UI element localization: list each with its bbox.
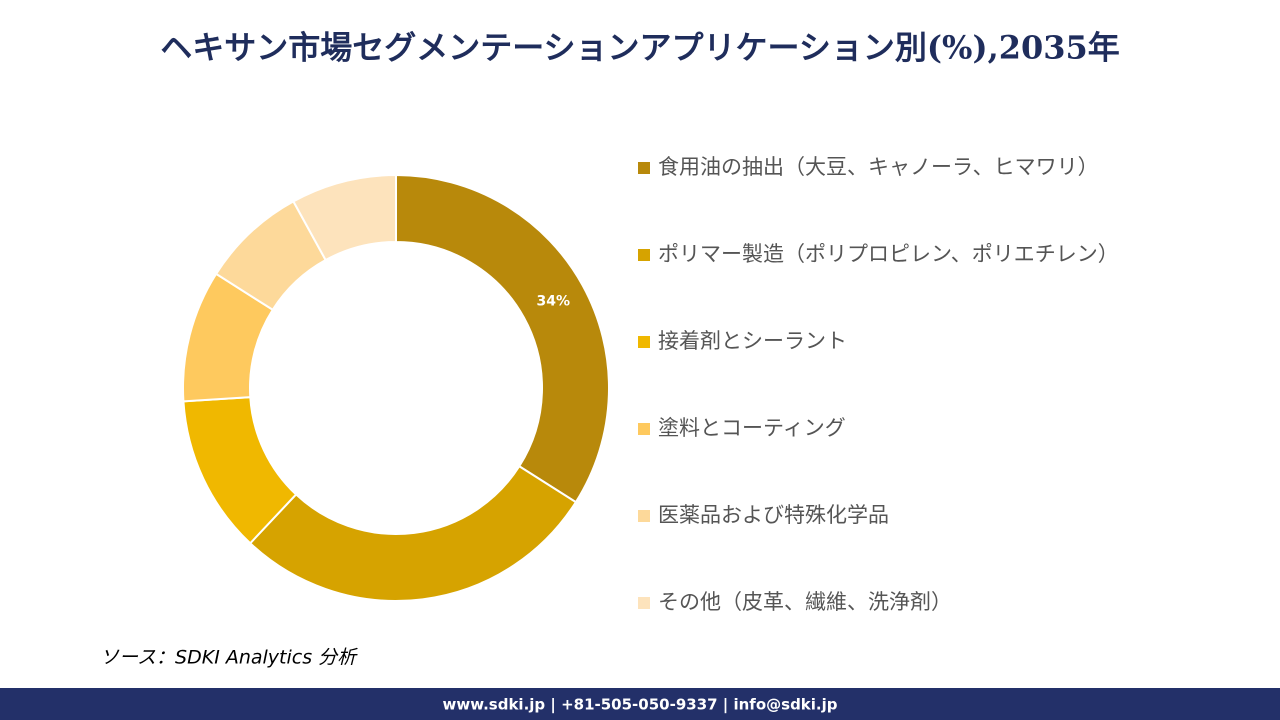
data-label: 34% [537,294,571,310]
legend-swatch [638,423,650,435]
legend-swatch [638,249,650,261]
legend-label: 接着剤とシーラント [658,329,847,353]
legend-swatch [638,336,650,348]
legend-swatch [638,597,650,609]
legend-label: 食用油の抽出（大豆、キャノーラ、ヒマワリ） [658,155,1099,179]
footer-text: www.sdki.jp | +81-505-050-9337 | info@sd… [442,696,837,715]
donut-segment [248,464,578,602]
legend-label: ポリマー製造（ポリプロピレン、ポリエチレン） [658,242,1119,266]
legend-swatch [638,162,650,174]
legend-swatch [638,510,650,522]
footer-bar [0,688,1280,720]
legend-label: その他（皮革、繊維、洗浄剤） [658,590,952,614]
chart-title: ヘキサン市場セグメンテーションアプリケーション別(%),2035年 [160,29,1120,67]
donut-segment [292,173,397,262]
source: ソース：SDKI Analytics 分析 [100,647,358,669]
donut-segment [395,173,610,504]
legend-label: 医薬品および特殊化学品 [658,503,889,527]
legend-label: 塗料とコーティング [658,416,846,440]
